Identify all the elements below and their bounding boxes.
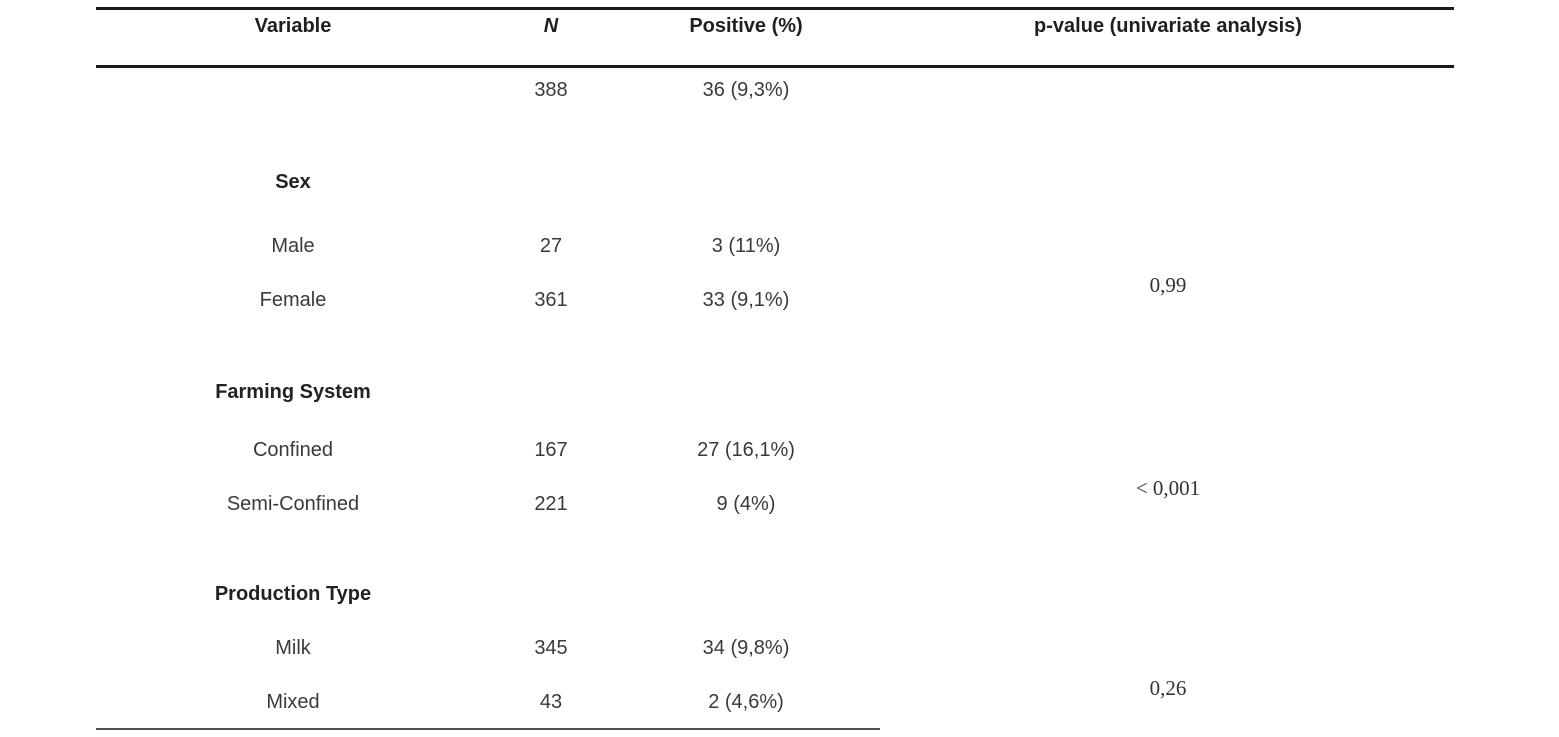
row-n: 221 <box>534 493 568 515</box>
table-row-confined: Confined 167 27 (16,1%) <box>96 437 1456 463</box>
column-header-positive: Positive (%) <box>689 15 803 37</box>
table-top-rule <box>96 7 1454 10</box>
row-n: 43 <box>539 691 563 713</box>
section-title-sex: Sex <box>275 171 311 193</box>
row-label: Female <box>259 289 327 311</box>
section-title-row-sex: Sex <box>96 169 1456 195</box>
row-label: Semi-Confined <box>226 493 360 515</box>
column-header-n: N <box>543 15 559 37</box>
row-positive: 33 (9,1%) <box>702 289 790 311</box>
row-label: Mixed <box>266 691 320 713</box>
row-label: Male <box>271 235 315 257</box>
row-positive: 9 (4%) <box>716 493 776 515</box>
row-label: Milk <box>275 637 311 659</box>
table-bottom-rule <box>96 728 880 730</box>
row-n: 167 <box>534 439 568 461</box>
table-header-rule <box>96 65 1454 68</box>
section-title-production-type: Production Type <box>214 583 372 605</box>
pvalue-production-type: 0,26 <box>1149 676 1187 700</box>
total-pvalue-cell <box>880 77 1456 103</box>
row-n: 345 <box>534 637 568 659</box>
section-title-row-production-type: Production Type <box>96 581 1456 607</box>
column-header-variable: Variable <box>254 15 332 37</box>
row-n: 27 <box>539 235 563 257</box>
section-title-row-farming-system: Farming System <box>96 379 1456 405</box>
total-variable-cell <box>96 77 490 103</box>
table-row-total: 388 36 (9,3%) <box>96 77 1456 103</box>
pvalue-farming-system: < 0,001 <box>1135 476 1201 500</box>
row-positive: 3 (11%) <box>711 235 781 257</box>
section-title-farming-system: Farming System <box>215 381 371 403</box>
total-n-cell: 388 <box>534 79 568 101</box>
column-header-pvalue: p-value (univariate analysis) <box>1034 15 1302 37</box>
total-positive-cell: 36 (9,3%) <box>702 79 790 101</box>
row-label: Confined <box>252 439 334 461</box>
table-row-semi-confined: Semi-Confined 221 9 (4%) <box>96 491 1456 517</box>
row-positive: 34 (9,8%) <box>702 637 790 659</box>
table-header-row: Variable N Positive (%) p-value (univari… <box>96 13 1456 39</box>
row-positive: 27 (16,1%) <box>697 439 795 461</box>
table-row-mixed: Mixed 43 2 (4,6%) <box>96 689 1456 715</box>
table-row-male: Male 27 3 (11%) <box>96 233 1456 259</box>
pvalue-sex: 0,99 <box>1149 273 1187 297</box>
table-row-milk: Milk 345 34 (9,8%) <box>96 635 1456 661</box>
row-positive: 2 (4,6%) <box>708 691 784 713</box>
table-row-female: Female 361 33 (9,1%) <box>96 287 1456 313</box>
row-n: 361 <box>534 289 568 311</box>
